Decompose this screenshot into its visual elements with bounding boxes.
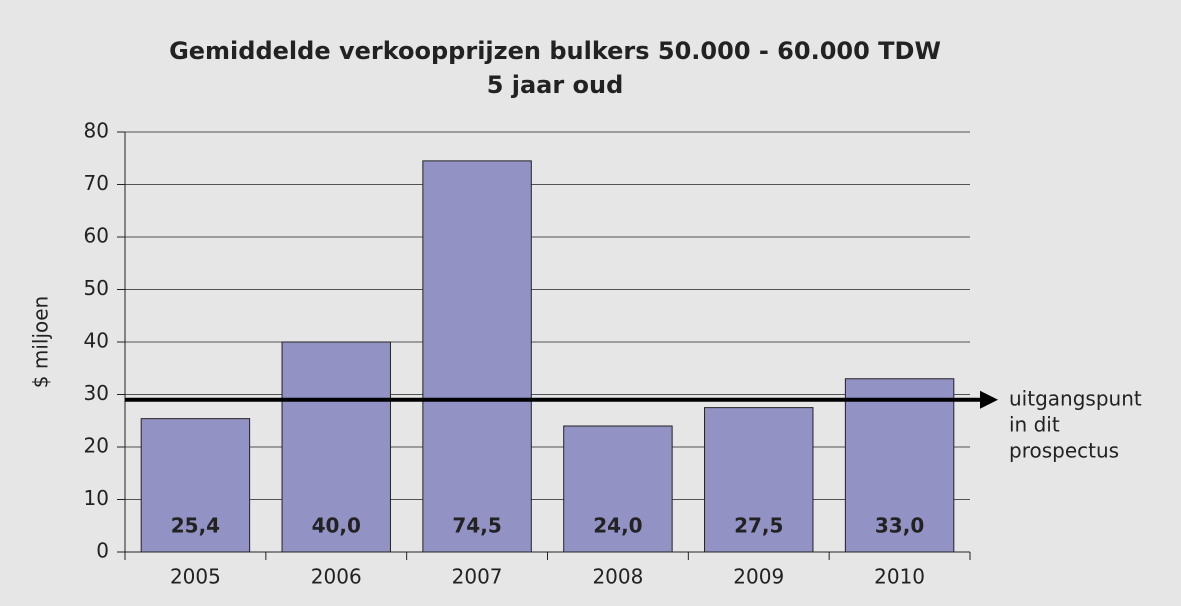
bar bbox=[844, 378, 955, 553]
x-tick-label: 2010 bbox=[874, 565, 925, 589]
value-label: 25,4 bbox=[171, 514, 220, 538]
y-tick-label: 30 bbox=[84, 381, 109, 405]
value-label: 27,5 bbox=[734, 514, 783, 538]
y-tick-label: 10 bbox=[84, 486, 109, 510]
y-tick-label: 70 bbox=[84, 171, 109, 195]
x-tick-label: 2008 bbox=[592, 565, 643, 589]
value-label: 24,0 bbox=[593, 514, 642, 538]
annotation: prospectus bbox=[1009, 438, 1119, 462]
y-tick-label: 80 bbox=[84, 119, 109, 143]
y-tick-label: 0 bbox=[96, 539, 109, 563]
y-axis-label: $ miljoen bbox=[29, 296, 53, 388]
annotation: in dit bbox=[1009, 412, 1060, 436]
x-tick-label: 2009 bbox=[733, 565, 784, 589]
value-label: 40,0 bbox=[312, 514, 361, 538]
bar bbox=[704, 407, 814, 553]
bar bbox=[281, 341, 391, 553]
annotation: uitgangspunt bbox=[1009, 386, 1142, 410]
y-tick-label: 50 bbox=[84, 276, 109, 300]
chart-title: Gemiddelde verkoopprijzen bulkers 50.000… bbox=[169, 37, 941, 65]
x-tick-label: 2007 bbox=[452, 565, 503, 589]
bar bbox=[563, 425, 673, 553]
y-tick-label: 40 bbox=[84, 329, 109, 353]
chart-title: 5 jaar oud bbox=[487, 71, 624, 99]
bar bbox=[140, 418, 251, 553]
x-tick-label: 2006 bbox=[311, 565, 362, 589]
y-tick-label: 60 bbox=[84, 224, 109, 248]
bar bbox=[422, 160, 532, 553]
value-label: 33,0 bbox=[875, 514, 924, 538]
arrow-head bbox=[980, 390, 998, 409]
x-tick-label: 2005 bbox=[170, 565, 221, 589]
value-label: 74,5 bbox=[452, 514, 501, 538]
y-tick-label: 20 bbox=[84, 434, 109, 458]
